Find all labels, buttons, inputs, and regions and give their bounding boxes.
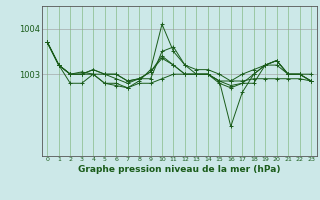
X-axis label: Graphe pression niveau de la mer (hPa): Graphe pression niveau de la mer (hPa) — [78, 165, 280, 174]
